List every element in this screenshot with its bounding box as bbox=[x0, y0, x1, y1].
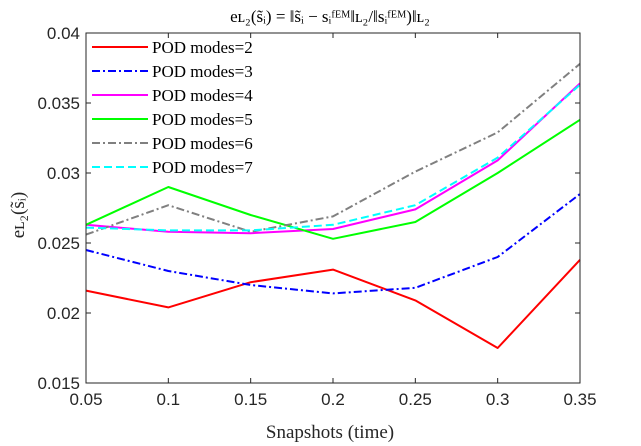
y-axis-label: eʟ₂(s̃ᵢ) bbox=[8, 192, 29, 238]
axis-ticks: 0.05 0.1 0.15 0.2 0.25 0.3 0.35 0.015 0.02 0.025 0… bbox=[37, 24, 596, 409]
x-tick-label: 0.05 bbox=[69, 390, 102, 409]
y-tick-label: 0.03 bbox=[47, 164, 80, 183]
legend-label-3: POD modes=4 bbox=[152, 86, 253, 105]
y-tick-label: 0.02 bbox=[47, 304, 80, 323]
x-tick-label: 0.2 bbox=[321, 390, 345, 409]
series-line-1 bbox=[85, 259, 581, 349]
series-line-5 bbox=[85, 63, 581, 236]
series-lines bbox=[85, 63, 581, 349]
series-line-6 bbox=[85, 84, 581, 232]
plot-frame bbox=[85, 32, 581, 384]
chart-title: eʟ₂(s̃ᵢ) = ‖s̃ᵢ − sᵢᶠᴱᴹ‖ʟ₂/‖sᵢᶠᴱᴹ)‖ʟ₂ bbox=[230, 7, 430, 26]
legend-label-1: POD modes=2 bbox=[152, 38, 253, 57]
legend-label-5: POD modes=6 bbox=[152, 134, 253, 153]
series-line-2 bbox=[85, 193, 581, 295]
series-line-4 bbox=[85, 118, 581, 240]
x-tick-label: 0.3 bbox=[486, 390, 510, 409]
x-tick-label: 0.15 bbox=[234, 390, 267, 409]
legend-label-4: POD modes=5 bbox=[152, 110, 253, 129]
x-tick-label: 0.35 bbox=[563, 390, 596, 409]
y-tick-label: 0.035 bbox=[37, 94, 80, 113]
x-axis-label: Snapshots (time) bbox=[266, 422, 394, 443]
series-line-3 bbox=[85, 82, 581, 235]
x-tick-label: 0.25 bbox=[399, 390, 432, 409]
y-tick-label: 0.025 bbox=[37, 234, 80, 253]
x-tick-label: 0.1 bbox=[157, 390, 181, 409]
y-tick-label: 0.04 bbox=[47, 24, 80, 43]
y-tick-label: 0.015 bbox=[37, 374, 80, 393]
legend-label-6: POD modes=7 bbox=[152, 158, 253, 177]
legend-label-2: POD modes=3 bbox=[152, 62, 253, 81]
legend: POD modes=2 POD modes=3 POD modes=4 POD mod… bbox=[92, 38, 253, 177]
